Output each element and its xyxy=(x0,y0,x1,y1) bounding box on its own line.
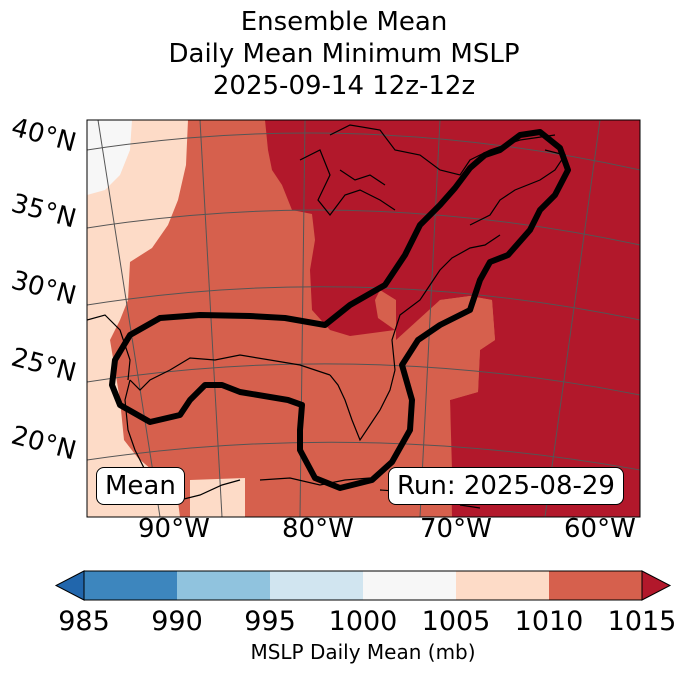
colorbar-tick-1010: 1010 xyxy=(514,606,584,637)
mean-tag: Mean xyxy=(96,467,185,505)
colorbar-tick-985: 985 xyxy=(58,606,110,637)
colorbar-tick-1015: 1015 xyxy=(607,606,677,637)
colorbar-over-arrow xyxy=(641,570,672,601)
lon-label-70w: 70°W xyxy=(420,514,492,544)
run-date-tag: Run: 2025-08-29 xyxy=(388,467,624,505)
colorbar-bin-995 xyxy=(270,571,363,600)
colorbar-tick-1005: 1005 xyxy=(421,606,491,637)
colorbar-bin-1005 xyxy=(456,571,549,600)
colorbar-tick-995: 995 xyxy=(244,606,296,637)
title-line-2: Daily Mean Minimum MSLP xyxy=(168,39,520,69)
pressure-field-1015-north xyxy=(265,120,640,517)
lon-label-90w: 90°W xyxy=(138,514,210,544)
title-line-1: Ensemble Mean xyxy=(240,7,448,37)
pressure-field-1000 xyxy=(87,120,132,195)
colorbar-bin-1010 xyxy=(549,571,642,600)
min-pressure-contour xyxy=(109,129,571,491)
colorbar-label: MSLP Daily Mean (mb) xyxy=(250,640,476,664)
colorbar-tick-1000: 1000 xyxy=(328,606,398,637)
colorbar-under-arrow xyxy=(54,570,85,601)
colorbar-bin-990 xyxy=(177,571,270,600)
colorbar-bin-1000 xyxy=(363,571,456,600)
title-line-3: 2025-09-14 12z-12z xyxy=(212,71,476,101)
lon-label-80w: 80°W xyxy=(282,514,354,544)
pressure-field-1005-south xyxy=(190,478,245,517)
pressure-field-1005-west xyxy=(87,120,188,517)
colorbar-tick-990: 990 xyxy=(151,606,203,637)
lon-label-60w: 60°W xyxy=(564,514,636,544)
colorbar-bin-985 xyxy=(84,571,177,600)
